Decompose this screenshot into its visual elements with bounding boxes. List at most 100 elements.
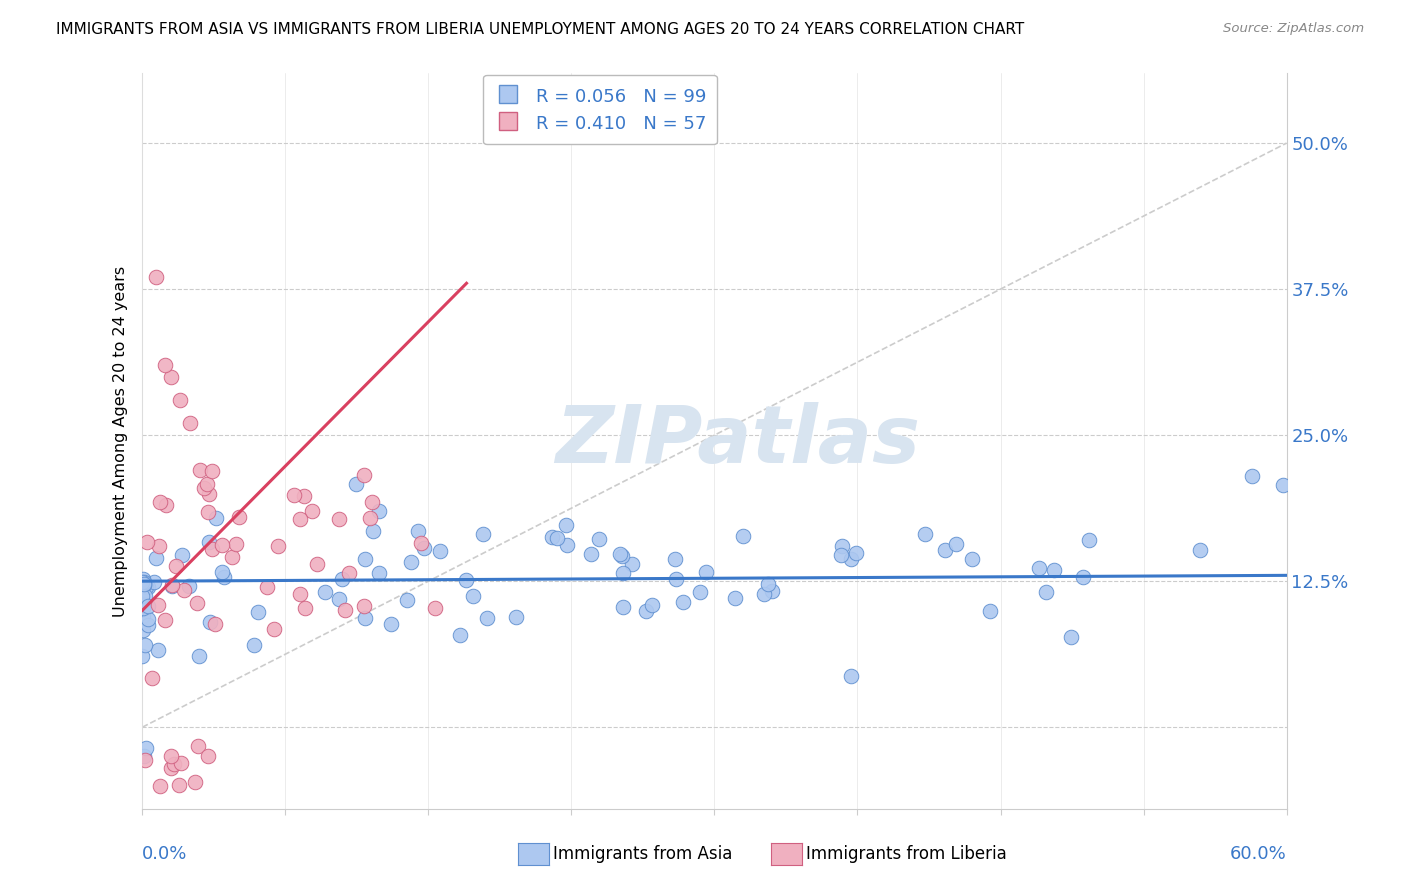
Point bbox=[148, 598, 170, 612]
Text: 60.0%: 60.0% bbox=[1230, 845, 1286, 863]
Point bbox=[695, 565, 717, 579]
Point bbox=[472, 526, 495, 541]
Point bbox=[198, 615, 221, 629]
Point bbox=[354, 551, 377, 566]
Point bbox=[267, 539, 290, 553]
Point bbox=[314, 585, 336, 599]
Point bbox=[162, 578, 184, 592]
Point bbox=[173, 582, 195, 597]
Point bbox=[328, 512, 350, 526]
Point bbox=[979, 604, 1001, 618]
Point bbox=[409, 536, 432, 550]
Point bbox=[131, 648, 153, 663]
Point bbox=[361, 524, 384, 538]
Point bbox=[1241, 469, 1264, 483]
Point bbox=[328, 592, 350, 607]
Point bbox=[131, 602, 153, 616]
Point bbox=[461, 589, 484, 603]
Point bbox=[337, 566, 360, 581]
Point bbox=[138, 618, 160, 632]
Point bbox=[288, 512, 311, 526]
Point bbox=[454, 574, 477, 588]
Point bbox=[353, 468, 375, 483]
Point bbox=[197, 505, 219, 519]
Point bbox=[148, 643, 170, 657]
Text: Source: ZipAtlas.com: Source: ZipAtlas.com bbox=[1223, 22, 1364, 36]
Point bbox=[228, 509, 250, 524]
Y-axis label: Unemployment Among Ages 20 to 24 years: Unemployment Among Ages 20 to 24 years bbox=[114, 266, 128, 616]
Point bbox=[413, 541, 436, 556]
Point bbox=[132, 578, 155, 592]
Point bbox=[724, 591, 747, 606]
Point bbox=[211, 538, 233, 552]
Point bbox=[581, 547, 603, 561]
Point bbox=[186, 596, 208, 610]
Point bbox=[1188, 542, 1211, 557]
Point bbox=[960, 552, 983, 566]
Point bbox=[945, 537, 967, 551]
Point bbox=[134, 589, 156, 603]
Point bbox=[195, 477, 218, 491]
Point bbox=[211, 565, 233, 579]
Point bbox=[283, 488, 305, 502]
Point bbox=[733, 528, 755, 542]
Point bbox=[247, 605, 270, 619]
Point bbox=[170, 756, 193, 770]
Point bbox=[131, 590, 153, 604]
Point bbox=[934, 542, 956, 557]
Point bbox=[193, 481, 215, 495]
Text: Immigrants from Asia: Immigrants from Asia bbox=[553, 845, 733, 863]
Point bbox=[841, 551, 863, 566]
Point bbox=[201, 542, 224, 557]
Point bbox=[165, 559, 187, 574]
Point bbox=[845, 546, 868, 560]
Point bbox=[505, 610, 527, 624]
Point bbox=[132, 573, 155, 587]
Point bbox=[429, 544, 451, 558]
Point bbox=[830, 549, 852, 563]
Point bbox=[641, 599, 664, 613]
Point bbox=[187, 739, 209, 753]
Point bbox=[288, 587, 311, 601]
Point bbox=[609, 548, 631, 562]
Point bbox=[145, 551, 167, 566]
Point bbox=[292, 489, 315, 503]
Point bbox=[754, 587, 776, 601]
Point bbox=[546, 532, 568, 546]
Point bbox=[541, 531, 564, 545]
Text: 0.0%: 0.0% bbox=[142, 845, 187, 863]
Point bbox=[155, 498, 177, 512]
Point bbox=[132, 574, 155, 589]
Point bbox=[1071, 570, 1094, 584]
Point bbox=[131, 575, 153, 590]
Point bbox=[756, 577, 779, 591]
Point bbox=[136, 599, 159, 614]
Point bbox=[307, 557, 329, 571]
Point bbox=[361, 495, 384, 509]
Point bbox=[136, 612, 159, 626]
Point bbox=[153, 358, 176, 372]
Point bbox=[333, 603, 356, 617]
Point bbox=[132, 609, 155, 624]
Point bbox=[225, 536, 247, 550]
Point bbox=[330, 572, 353, 586]
Legend: R = 0.056   N = 99, R = 0.410   N = 57: R = 0.056 N = 99, R = 0.410 N = 57 bbox=[484, 75, 717, 145]
Point bbox=[160, 761, 183, 775]
Point bbox=[160, 579, 183, 593]
Point bbox=[588, 532, 610, 546]
Point bbox=[1271, 477, 1294, 491]
Point bbox=[831, 539, 853, 553]
Point bbox=[187, 649, 209, 664]
Point bbox=[142, 575, 165, 590]
Point bbox=[160, 369, 183, 384]
Point bbox=[162, 757, 184, 772]
Point bbox=[134, 749, 156, 764]
Point bbox=[367, 566, 389, 580]
Point bbox=[1042, 563, 1064, 577]
Point bbox=[200, 464, 222, 478]
Point bbox=[354, 611, 377, 625]
Point bbox=[136, 534, 159, 549]
Point bbox=[839, 669, 862, 683]
Point bbox=[554, 518, 576, 533]
Point bbox=[132, 623, 155, 637]
